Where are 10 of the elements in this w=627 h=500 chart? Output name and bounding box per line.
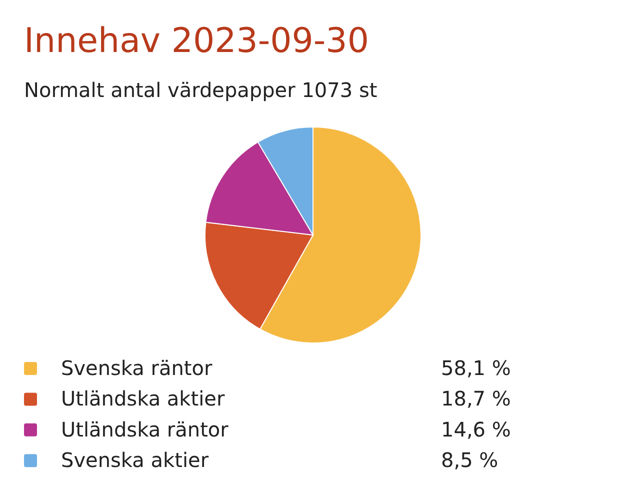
chart-title: Innehav 2023-09-30 xyxy=(24,21,369,61)
data-label: 58,1 % xyxy=(441,356,511,380)
legend-label: Svenska räntor xyxy=(61,356,214,380)
data-label: 8,5 % xyxy=(441,448,498,472)
legend-label: Utländska aktier xyxy=(61,386,226,411)
legend-label: Utländska räntor xyxy=(61,417,230,442)
chart-subtitle: Normalt antal värdepapper 1073 st xyxy=(24,78,378,102)
data-label: 18,7 % xyxy=(441,386,511,411)
legend-label: Svenska aktier xyxy=(61,448,210,472)
data-label: 14,6 % xyxy=(441,417,511,442)
